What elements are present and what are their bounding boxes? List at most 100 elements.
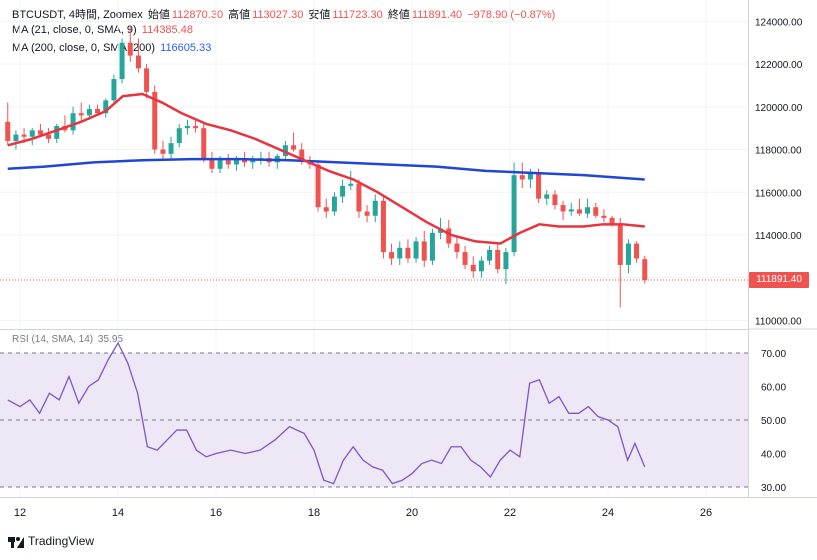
rsi-legend[interactable]: RSI (14, SMA, 14) 35.95 xyxy=(12,334,125,345)
candle-body xyxy=(372,200,378,216)
candle-body xyxy=(585,207,591,214)
x-tick-label: 24 xyxy=(602,507,614,519)
candle xyxy=(323,198,329,218)
candle-body xyxy=(609,217,615,225)
candle-body xyxy=(13,134,19,141)
change-value: −978.90 (−0.87%) xyxy=(467,9,556,21)
ma200-value: 116605.33 xyxy=(160,42,212,54)
candle xyxy=(576,198,582,216)
candle xyxy=(160,141,166,161)
close-label: 終値 xyxy=(387,9,410,21)
candle-body xyxy=(111,79,117,101)
candle xyxy=(601,209,607,223)
candle-body xyxy=(356,183,362,212)
brand-label: TradingView xyxy=(28,534,95,548)
tradingview-logo-icon xyxy=(8,534,24,548)
candle xyxy=(372,194,378,223)
ma200-label: MA (200, close, 0, SMA, 200) xyxy=(12,42,156,54)
candle-body xyxy=(201,128,207,159)
candle xyxy=(397,241,403,265)
candle xyxy=(544,190,550,206)
candle-body xyxy=(144,68,150,92)
candle xyxy=(519,162,525,188)
candle xyxy=(585,198,591,218)
candle-body xyxy=(544,194,550,199)
candle xyxy=(62,115,68,133)
candle-body xyxy=(152,91,158,150)
candle-body xyxy=(503,252,509,270)
ma21-value: 114385.48 xyxy=(141,24,193,36)
candle xyxy=(37,123,43,137)
candle xyxy=(70,106,76,135)
candle-body xyxy=(168,143,174,154)
rsi-value: 35.95 xyxy=(97,334,123,345)
candle xyxy=(429,228,435,265)
candle xyxy=(364,205,370,223)
x-tick-label: 12 xyxy=(14,507,26,519)
candle xyxy=(593,202,599,218)
y-tick-label: 118000.00 xyxy=(755,146,802,157)
candle-body xyxy=(21,134,27,137)
candle-body xyxy=(135,55,141,69)
low-value: 111723.30 xyxy=(332,9,383,21)
candle-body xyxy=(46,134,52,139)
candle-body xyxy=(446,228,452,244)
candle-body xyxy=(160,149,166,154)
candle-body xyxy=(625,243,631,265)
candle xyxy=(413,237,419,263)
candle-body xyxy=(37,130,43,135)
candle xyxy=(168,136,174,161)
candle xyxy=(511,162,517,257)
candle-body xyxy=(331,196,337,212)
candle-body xyxy=(429,232,435,261)
candle-body xyxy=(454,243,460,253)
candle-body xyxy=(380,200,386,253)
candle-body xyxy=(511,175,517,253)
candle xyxy=(127,25,133,62)
candle-body xyxy=(291,145,297,150)
ma21-label: MA (21, close, 0, SMA, 9) xyxy=(12,24,137,36)
candle-body xyxy=(470,264,476,272)
candle xyxy=(380,194,386,259)
y-tick-label: 122000.00 xyxy=(755,60,803,71)
candle-body xyxy=(487,249,493,261)
tradingview-brand[interactable]: TradingView xyxy=(8,534,94,548)
candle xyxy=(470,256,476,278)
rsi-label: RSI (14, SMA, 14) xyxy=(12,334,94,345)
candle-body xyxy=(5,121,11,141)
close-value: 111891.40 xyxy=(411,9,463,21)
candle-body xyxy=(323,207,329,212)
last-price-badge: 111891.40 xyxy=(749,272,809,289)
candle-body xyxy=(421,241,427,261)
candle-body xyxy=(340,185,346,197)
ma21-legend[interactable]: MA (21, close, 0, SMA, 9) 114385.48 xyxy=(12,24,195,36)
y-tick-label: 124000.00 xyxy=(755,17,803,28)
candle xyxy=(503,247,509,285)
candles xyxy=(5,25,648,308)
candle xyxy=(642,255,648,284)
candle-body xyxy=(364,211,370,216)
candle xyxy=(552,190,558,210)
candle xyxy=(617,217,623,308)
candle-body xyxy=(70,113,76,131)
candle-body xyxy=(176,128,182,144)
candle xyxy=(421,230,427,268)
candle-body xyxy=(127,42,133,56)
y-tick-label: 110000.00 xyxy=(755,316,802,327)
candle xyxy=(340,179,346,203)
candle xyxy=(454,237,460,259)
candle xyxy=(282,141,288,161)
candle xyxy=(495,243,501,274)
candle xyxy=(152,85,158,154)
ma200-legend[interactable]: MA (200, close, 0, SMA, 200) 116605.33 xyxy=(12,42,213,54)
candle-body xyxy=(568,209,574,212)
candle-body xyxy=(462,252,468,265)
candle-body xyxy=(184,126,190,129)
candle xyxy=(29,128,35,146)
candle-body xyxy=(209,158,215,169)
candle-body xyxy=(405,247,411,259)
candle-body xyxy=(29,130,35,137)
candle-body xyxy=(95,108,101,114)
candle-body xyxy=(413,241,419,259)
